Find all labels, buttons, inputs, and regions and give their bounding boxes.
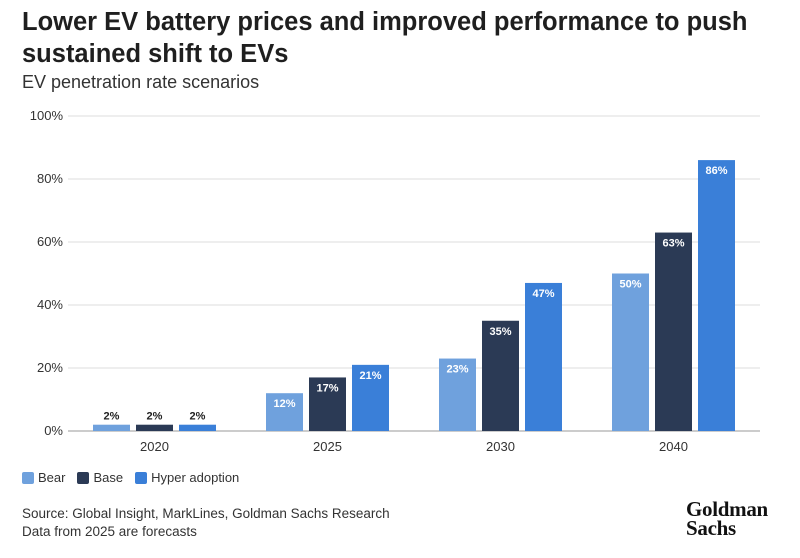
y-tick-label: 40%: [37, 297, 63, 312]
legend-item-hyper-adoption: Hyper adoption: [135, 470, 239, 485]
bar-bear-2020: [93, 424, 130, 431]
legend-item-bear: Bear: [22, 470, 65, 485]
bar-bear-2040: [612, 273, 649, 431]
bar-hyper-adoption-2025: [352, 364, 389, 431]
bar-base-2025: [309, 377, 346, 431]
data-label: 23%: [446, 364, 468, 376]
y-tick-label: 0%: [44, 423, 63, 438]
goldman-sachs-logo: Goldman Sachs: [686, 497, 768, 540]
data-label: 12%: [273, 398, 295, 410]
legend: Bear Base Hyper adoption: [22, 470, 251, 485]
data-label: 2%: [104, 411, 120, 423]
legend-label-hyper-adoption: Hyper adoption: [151, 470, 240, 485]
bars: 2% 2% 2% 12% 17% 21% 23% 35% 47% 50% 63% 86%: [93, 160, 735, 431]
legend-swatch-base: [77, 471, 90, 484]
legend-label-bear: Bear: [38, 470, 66, 485]
data-label: 47%: [532, 288, 554, 300]
y-axis-ticks: 0% 20% 40% 60% 80% 100%: [30, 108, 64, 438]
legend-swatch-hyper-adoption: [135, 471, 148, 484]
legend-swatch-bear: [22, 471, 34, 484]
bar-base-2030: [482, 320, 519, 431]
y-tick-label: 80%: [37, 171, 63, 186]
x-tick-label: 2025: [313, 439, 342, 454]
chart-subtitle: EV penetration rate scenarios: [22, 72, 260, 92]
bar-hyper-adoption-2040: [698, 160, 735, 431]
chart-title: Lower EV battery prices and improved per…: [22, 8, 748, 68]
source-text: Source: Global Insight, MarkLines, Goldm…: [22, 506, 390, 521]
data-label: 2%: [190, 411, 206, 423]
bar-hyper-adoption-2020: [179, 424, 216, 431]
data-label: 50%: [619, 279, 641, 291]
legend-item-base: Base: [77, 470, 123, 485]
bar-hyper-adoption-2030: [525, 282, 562, 431]
bar-base-2020: [136, 424, 173, 431]
x-tick-label: 2030: [486, 439, 515, 454]
data-label: 2%: [147, 411, 163, 423]
data-label: 86%: [705, 165, 727, 177]
x-axis-ticks: 2020 2025 2030 2040: [140, 439, 688, 454]
legend-label-base: Base: [93, 470, 124, 485]
bar-bear-2030: [439, 358, 476, 431]
x-tick-label: 2040: [659, 439, 688, 454]
data-label: 63%: [662, 238, 684, 250]
forecast-note: Data from 2025 are forecasts: [22, 524, 197, 539]
y-tick-label: 60%: [37, 234, 63, 249]
data-label: 21%: [359, 370, 381, 382]
source-note: Source: Global Insight, MarkLines, Goldm…: [22, 505, 390, 541]
logo-line-2: Sachs: [686, 516, 736, 540]
logo-line-1: Goldman: [686, 497, 768, 521]
bar-bear-2025: [266, 393, 303, 431]
data-label: 35%: [489, 326, 511, 338]
x-tick-label: 2020: [140, 439, 169, 454]
y-tick-label: 100%: [30, 108, 64, 123]
data-label: 17%: [316, 382, 338, 394]
y-tick-label: 20%: [37, 360, 63, 375]
bar-base-2040: [655, 232, 692, 431]
